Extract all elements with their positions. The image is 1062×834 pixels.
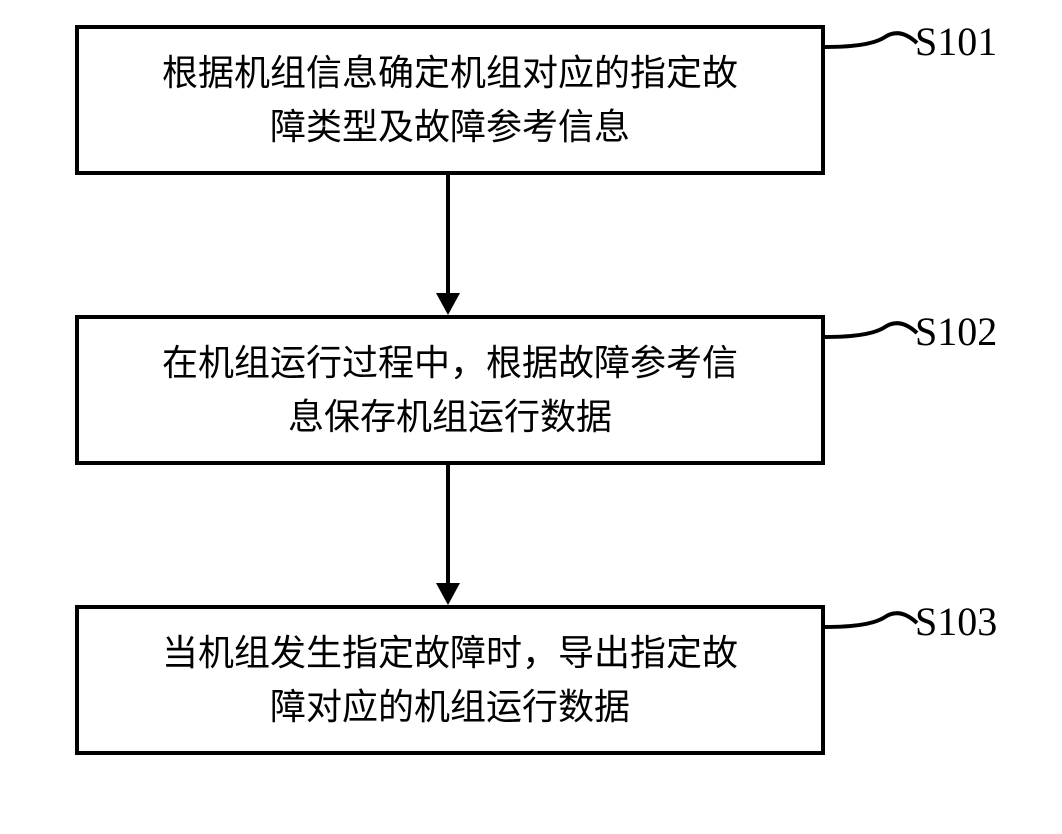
flow-step-1: 根据机组信息确定机组对应的指定故 障类型及故障参考信息 <box>75 25 825 175</box>
step3-line2: 障对应的机组运行数据 <box>270 687 630 727</box>
label-connector-2 <box>825 315 920 375</box>
label-connector-1 <box>825 25 920 85</box>
step1-line2: 障类型及故障参考信息 <box>270 107 630 147</box>
flow-step-3: 当机组发生指定故障时，导出指定故 障对应的机组运行数据 <box>75 605 825 755</box>
flow-step-3-text: 当机组发生指定故障时，导出指定故 障对应的机组运行数据 <box>162 626 738 734</box>
arrow-2-line <box>446 465 450 583</box>
step2-line2: 息保存机组运行数据 <box>288 397 612 437</box>
arrow-2-head <box>436 583 460 605</box>
flow-step-2-text: 在机组运行过程中，根据故障参考信 息保存机组运行数据 <box>162 336 738 444</box>
step3-line1: 当机组发生指定故障时，导出指定故 <box>162 633 738 673</box>
step2-line1: 在机组运行过程中，根据故障参考信 <box>162 343 738 383</box>
flow-step-2: 在机组运行过程中，根据故障参考信 息保存机组运行数据 <box>75 315 825 465</box>
flow-step-1-text: 根据机组信息确定机组对应的指定故 障类型及故障参考信息 <box>162 46 738 154</box>
arrow-1-head <box>436 293 460 315</box>
step1-line1: 根据机组信息确定机组对应的指定故 <box>162 53 738 93</box>
flowchart-container: 根据机组信息确定机组对应的指定故 障类型及故障参考信息 S101 在机组运行过程… <box>0 0 1062 834</box>
step-label-1: S101 <box>915 18 997 65</box>
step-label-2: S102 <box>915 308 997 355</box>
step-label-3: S103 <box>915 598 997 645</box>
label-connector-3 <box>825 605 920 665</box>
arrow-1-line <box>446 175 450 293</box>
